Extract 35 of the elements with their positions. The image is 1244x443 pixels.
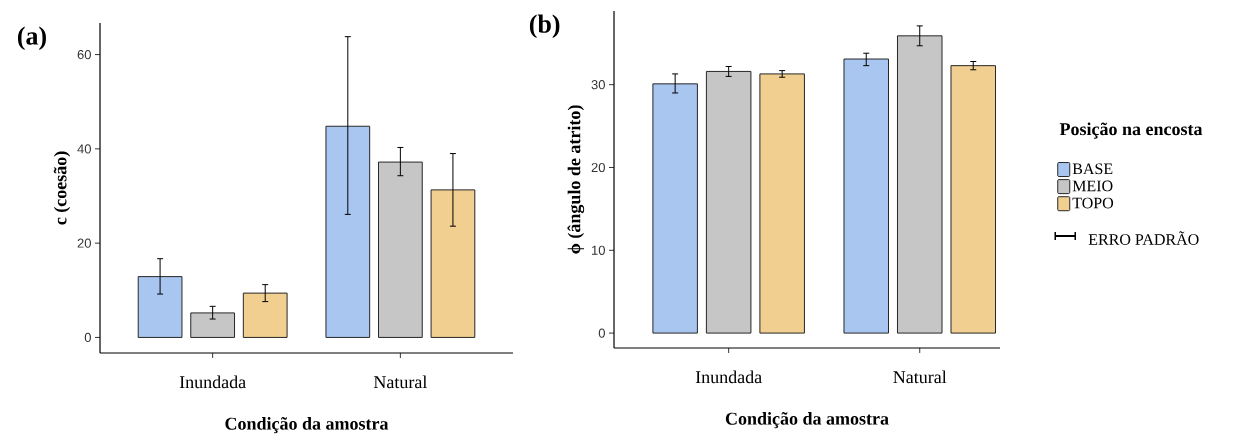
y-tick-label: 10 [592,245,605,255]
bar [242,292,288,338]
y-tick-label: 0 [84,332,91,343]
y-tick-label: 20 [77,238,91,248]
x-tick-label: Inundada [695,370,762,384]
y-tick-label: 20 [591,162,605,173]
y-axis-title: ϕ (ângulo de atrito) [567,105,585,254]
bar [652,83,698,334]
bar [843,58,890,334]
y-tick-label: 40 [77,144,91,154]
bar [759,73,805,334]
bar [705,70,752,334]
y-tick-label: 30 [591,80,605,90]
text: ERRO PADRÃO [1088,231,1199,245]
bar [430,189,476,338]
bar [137,276,183,338]
x-axis-title: Condição da amostra [225,417,389,434]
y-tick-label: 60 [77,49,91,60]
legend-label: TOPO [1072,197,1114,209]
x-axis-title: Condição da amostra [725,412,889,429]
chart-title: (a) [17,26,46,51]
chart-title: (b) [529,14,560,39]
bar [190,312,236,338]
bar [950,65,997,334]
bar [325,125,371,338]
y-axis-title: c (coesão) [53,151,71,225]
x-tick-label: Natural [893,370,947,384]
bar [378,161,423,338]
legend-title: Posição na encosta [1059,122,1203,139]
legend-label: BASE [1072,163,1113,175]
legend-label: MEIO [1072,180,1113,192]
y-tick-label: 0 [598,328,605,338]
bar [896,35,943,334]
x-tick-label: Natural [373,375,428,389]
x-tick-label: Inundada [179,375,246,389]
